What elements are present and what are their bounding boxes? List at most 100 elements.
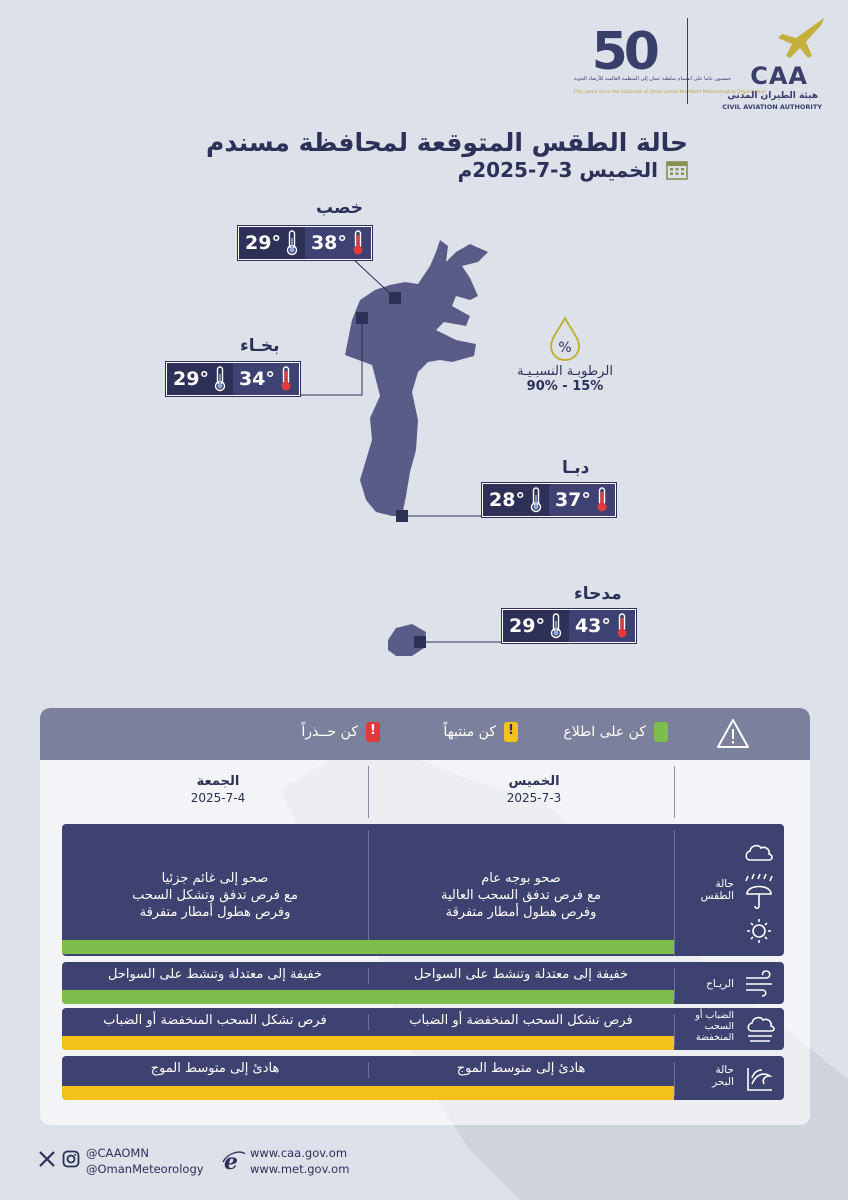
row-label-text: حالة البحر (712, 1064, 734, 1088)
calendar-icon (666, 161, 688, 180)
min-temp-cell: 28° (483, 484, 549, 516)
warning-triangle-icon (717, 719, 749, 748)
weather-thursday-line1: صحو بوجه عام (481, 871, 561, 886)
weather-thursday-line3: وفرص هطول أمطار متفرقة (445, 905, 597, 920)
footer: @CAAOMN @OmanMeteorology e www.caa.gov.o… (38, 1142, 368, 1182)
humidity-symbol: % (558, 340, 571, 356)
waves-icon (747, 1068, 773, 1091)
level-strip-yellow (62, 1036, 674, 1050)
thermometer-cold-icon (530, 487, 542, 513)
row-label-fog: الضباب أو السحب المنخفضة (674, 1008, 784, 1050)
max-temp-cell: 43° (568, 610, 635, 642)
url-met[interactable]: www.met.gov.om (250, 1162, 350, 1176)
thermometer-cold-icon (214, 366, 226, 392)
thermometer-cold-icon (550, 613, 562, 639)
temp-box-khasab: 29° 38° (238, 226, 372, 260)
page-title: حالة الطقس المتوقعة لمحافظة مسندم (206, 128, 688, 157)
header-divider (687, 18, 688, 104)
svg-text:e: e (224, 1150, 238, 1172)
cell-divider (674, 1062, 675, 1096)
min-temp-cell: 29° (239, 227, 305, 259)
plane-icon (778, 18, 824, 58)
thermometer-cold-icon (286, 230, 298, 256)
weather-friday: صحو إلى غائم جزئيا مع فرص تدفق وتشكل الس… (62, 870, 368, 921)
weather-friday-line1: صحو إلى غائم جزئيا (161, 871, 269, 886)
day-name: الخميس (508, 774, 560, 789)
day-name: الجمعة (196, 774, 240, 789)
legend-aware: كن على اطلاع (563, 722, 668, 742)
row-wind: خفيفة إلى معتدلة وتنشط على السواحل خفيفة… (62, 962, 784, 1004)
forecast-date: الخميس 3-7-2025م (457, 158, 658, 182)
legend-caution-label: كن حــذراً (301, 724, 358, 740)
min-temp-value: 28° (489, 489, 525, 511)
wind-thursday: خفيفة إلى معتدلة وتنشط على السواحل (413, 967, 629, 982)
web-browser-icon: e (222, 1150, 246, 1172)
forecast-panel: كن على اطلاع كن منتبهاً كن حــذراً الخمي… (40, 708, 810, 1125)
red-caution-swatch (366, 722, 380, 742)
row-label-sea: حالة البحر (674, 1056, 784, 1100)
max-temp-cell: 38° (304, 227, 371, 259)
min-temp-value: 29° (173, 368, 209, 390)
row-sea: هادئ إلى متوسط الموج هادئ إلى متوسط المو… (62, 1056, 784, 1100)
handle-met[interactable]: @OmanMeteorology (86, 1162, 204, 1176)
umbrella-rain-icon (745, 873, 773, 910)
sea-friday: هادئ إلى متوسط الموج (150, 1061, 280, 1076)
cell-divider (674, 1014, 675, 1046)
caa-wordmark: CAA (750, 62, 808, 90)
thermometer-hot-icon (617, 613, 627, 638)
city-label-khasab: خصب (316, 198, 363, 218)
cell-divider (674, 830, 675, 956)
header-divider-1 (368, 766, 369, 818)
day-date: 2025-7-3 (506, 791, 562, 805)
handle-caa[interactable]: @CAAOMN (86, 1146, 149, 1160)
level-strip-green (62, 990, 674, 1004)
sun-icon (747, 919, 771, 943)
caa-arabic-name: هيئة الطيران المدني (727, 91, 818, 101)
humidity-drop-icon: % (549, 316, 581, 362)
min-temp-value: 29° (245, 232, 281, 254)
max-temp-value: 38° (310, 232, 347, 254)
weather-friday-line3: وفرص هطول أمطار متفرقة (139, 905, 291, 920)
humidity-value: 90% - 15% (526, 379, 604, 394)
header-logos: 50 خمسون عاما على انضمام سلطنة عمان إلى … (574, 14, 826, 111)
level-strip-green (62, 940, 674, 954)
fifty-english-text: Fifty years since the Sultanate of Oman … (574, 90, 766, 95)
level-strip-yellow (62, 1086, 674, 1100)
legend-caution: كن حــذراً (301, 722, 380, 742)
row-label-text: حالة الطقس (700, 878, 734, 902)
weather-icons (745, 844, 773, 943)
fog-thursday: فرص تشكل السحب المنخفضة أو الضباب (409, 1013, 633, 1028)
fifty-years-logo: 50 خمسون عاما على انضمام سلطنة عمان إلى … (574, 14, 766, 104)
wind-friday: خفيفة إلى معتدلة وتنشط على السواحل (107, 967, 323, 982)
max-temp-cell: 37° (548, 484, 615, 516)
legend-alert: كن منتبهاً (443, 722, 518, 742)
thermometer-hot-icon (353, 230, 363, 255)
musandam-map (166, 240, 620, 656)
row-label-text: الضباب أو السحب المنخفضة (695, 1010, 734, 1043)
x-twitter-icon[interactable] (38, 1150, 56, 1168)
url-caa[interactable]: www.caa.gov.om (250, 1146, 348, 1160)
peninsula-shape (345, 240, 488, 516)
date-line: الخميس 3-7-2025م (458, 158, 688, 182)
min-temp-value: 29° (509, 615, 545, 637)
cell-divider (674, 968, 675, 1000)
instagram-icon[interactable] (62, 1150, 80, 1168)
max-temp-value: 34° (238, 368, 275, 390)
row-weather: صحو إلى غائم جزئيا مع فرص تدفق وتشكل الس… (62, 824, 784, 956)
city-label-dibba: دبـا (562, 458, 590, 478)
temp-box-dibba: 28° 37° (482, 483, 616, 517)
legend-bar: كن على اطلاع كن منتبهاً كن حــذراً (40, 708, 810, 760)
humidity-label: الرطوبـة النسبـيـة (517, 364, 613, 379)
caa-logo: CAA هيئة الطيران المدني CIVIL AVIATION A… (716, 14, 826, 111)
day-header-friday: الجمعة 2025-7-4 (68, 774, 368, 805)
cell-divider (368, 830, 369, 940)
city-label-madha: مدحاء (574, 584, 622, 604)
fog-friday: فرص تشكل السحب المنخفضة أو الضباب (103, 1013, 327, 1028)
legend-alert-label: كن منتبهاً (443, 724, 496, 740)
max-temp-cell: 34° (232, 363, 299, 395)
cell-divider (368, 1014, 369, 1030)
weather-friday-line2: مع فرص تدفق وتشكل السحب (132, 888, 298, 903)
city-label-bukha: بخـاء (240, 336, 280, 356)
row-label-weather: حالة الطقس (674, 824, 784, 956)
weather-thursday-line2: مع فرص تدفق السحب العالية (441, 888, 601, 903)
